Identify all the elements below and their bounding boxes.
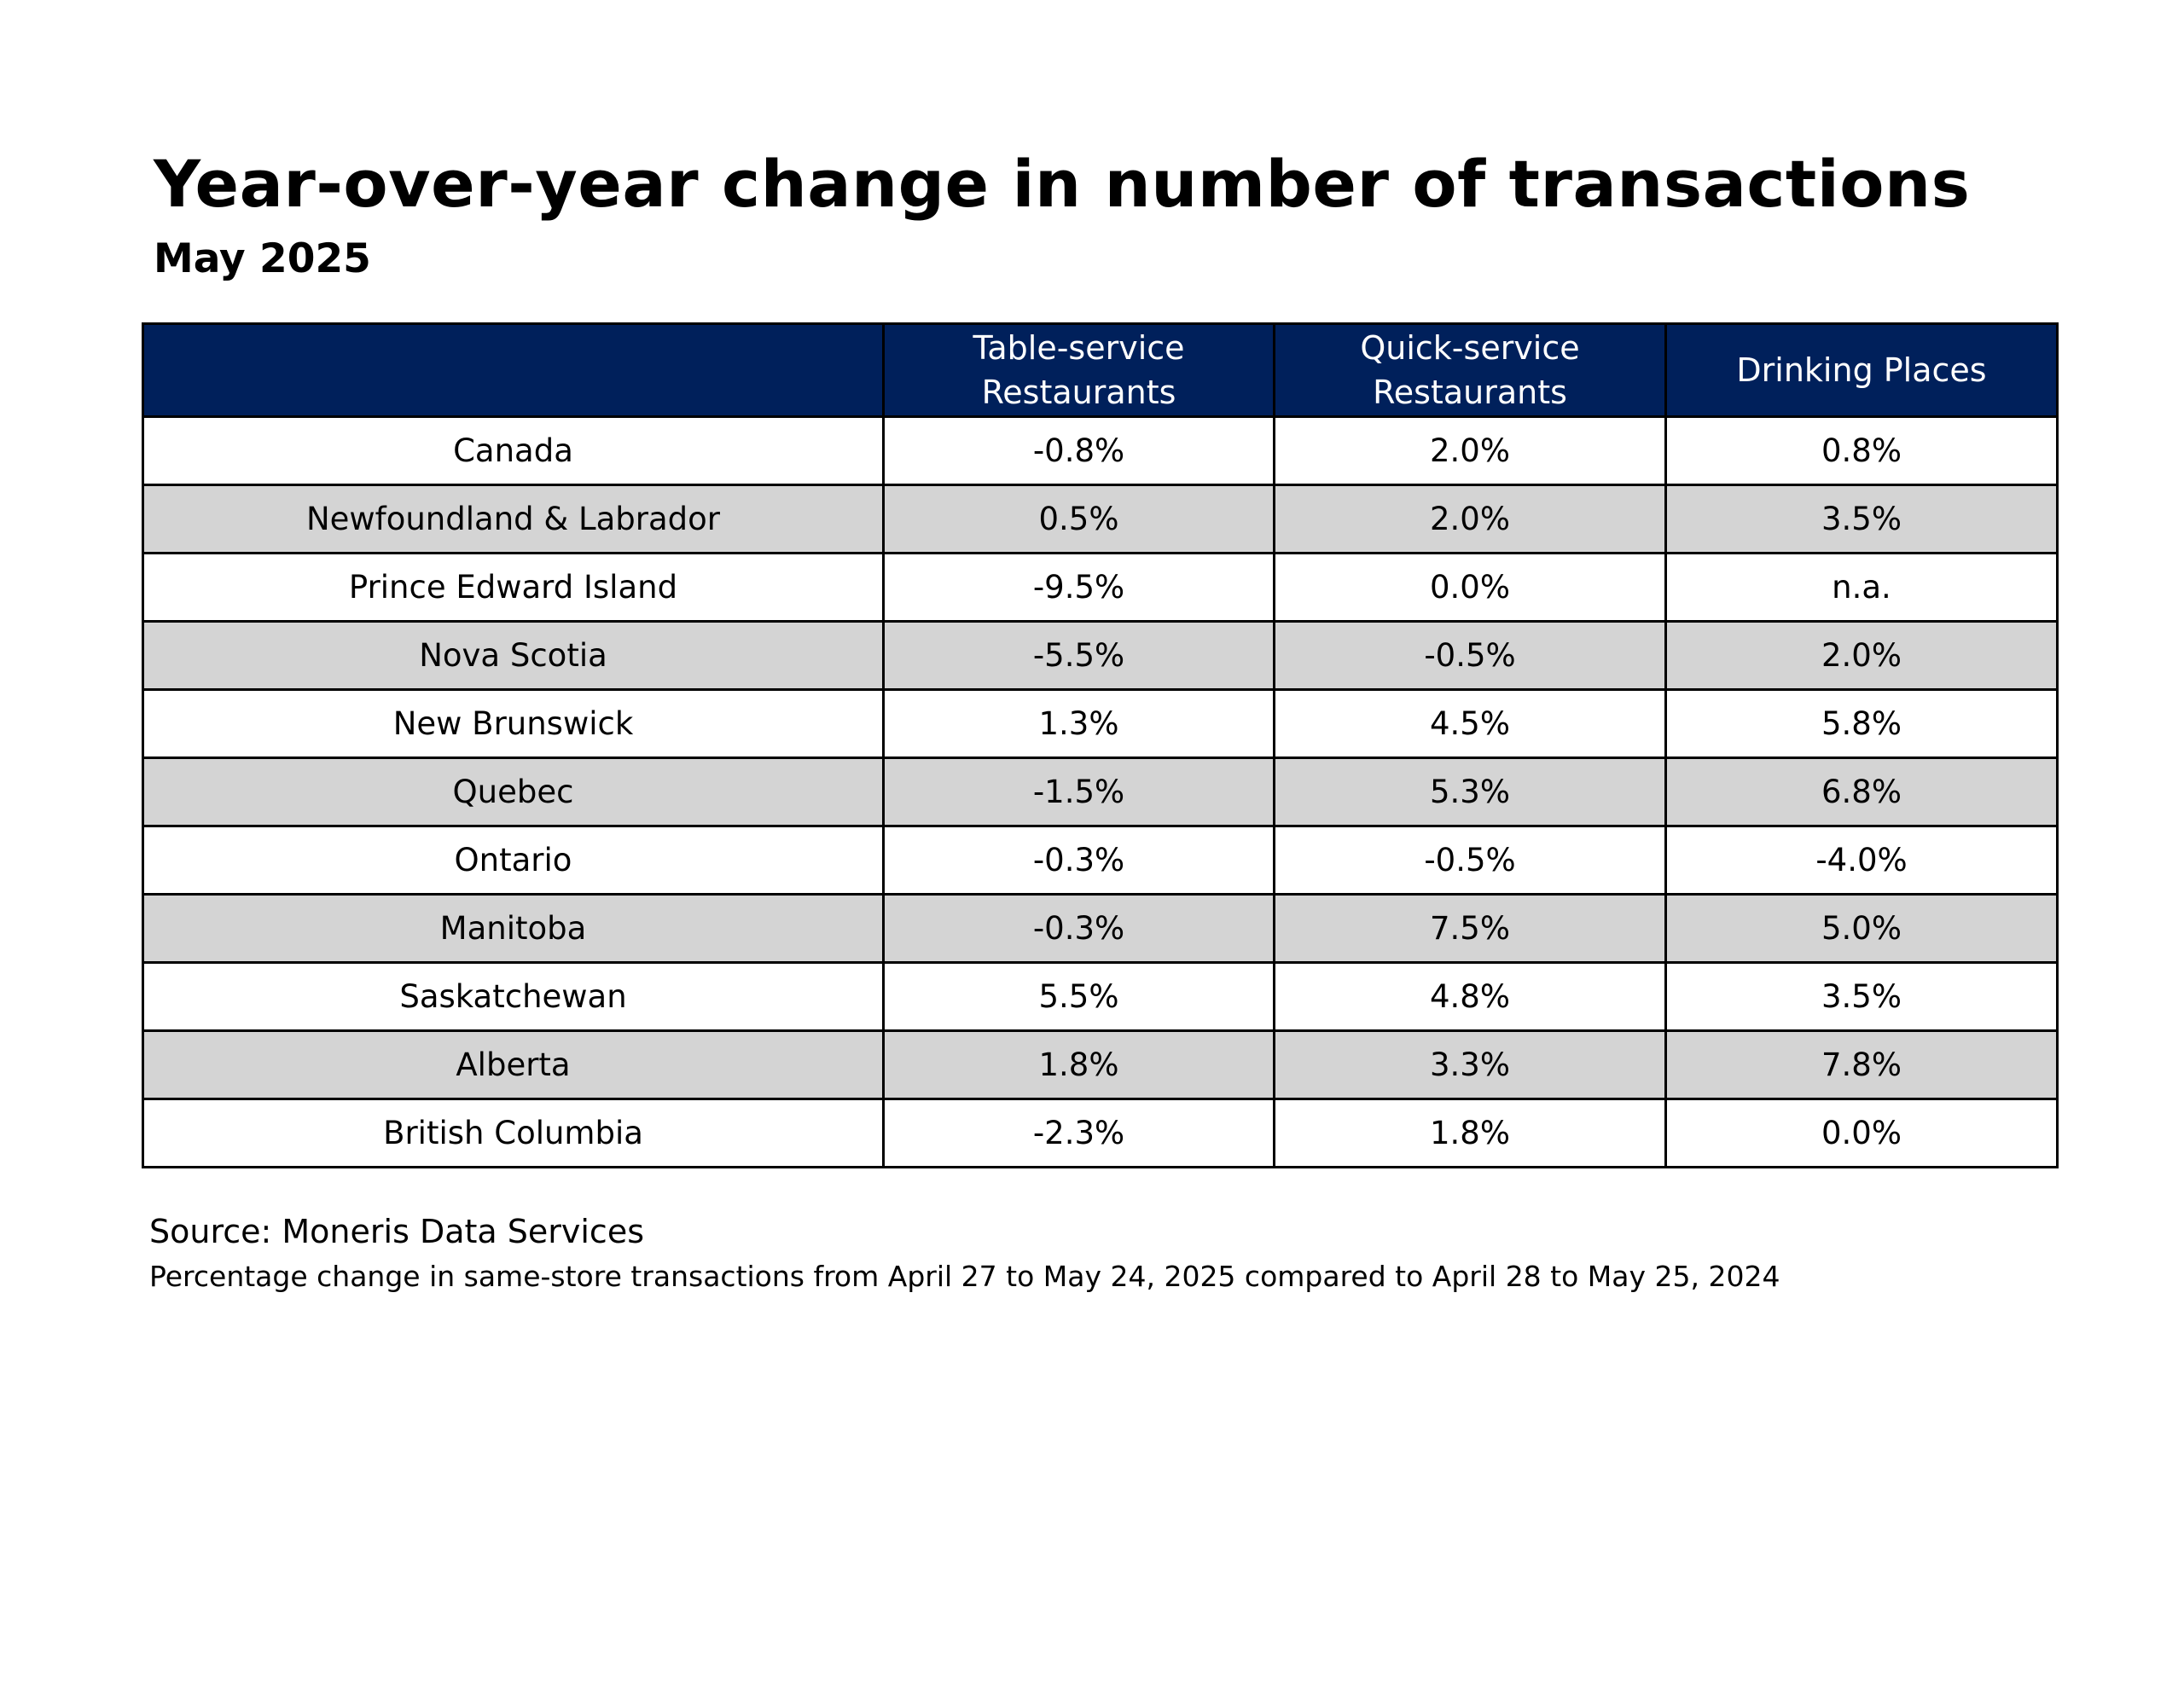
value-cell-table-service: 0.5% — [882, 484, 1275, 554]
region-cell: Alberta — [142, 1029, 885, 1100]
table-row: Nova Scotia -5.5% -0.5% 2.0% — [142, 620, 2059, 691]
value-cell-drinking-places: 2.0% — [1664, 620, 2059, 691]
value-cell-table-service: -0.8% — [882, 415, 1275, 486]
value-cell-drinking-places: 6.8% — [1664, 757, 2059, 827]
value-cell-table-service: -2.3% — [882, 1098, 1275, 1168]
value-cell-table-service: -1.5% — [882, 757, 1275, 827]
table-row: New Brunswick 1.3% 4.5% 5.8% — [142, 688, 2059, 759]
region-cell: Nova Scotia — [142, 620, 885, 691]
header-line: Drinking Places — [1736, 351, 1987, 389]
region-cell: Canada — [142, 415, 885, 486]
header-cell-table-service: Table-service Restaurants — [882, 322, 1275, 418]
value-cell-quick-service: 4.8% — [1273, 961, 1667, 1032]
table-row: Manitoba -0.3% 7.5% 5.0% — [142, 893, 2059, 964]
value-cell-quick-service: 4.5% — [1273, 688, 1667, 759]
header-line: Table-service — [973, 329, 1185, 367]
value-cell-quick-service: 5.3% — [1273, 757, 1667, 827]
value-cell-quick-service: 0.0% — [1273, 552, 1667, 623]
table-row: Saskatchewan 5.5% 4.8% 3.5% — [142, 961, 2059, 1032]
header-cell-quick-service: Quick-service Restaurants — [1273, 322, 1667, 418]
value-cell-table-service: 1.3% — [882, 688, 1275, 759]
value-cell-quick-service: 2.0% — [1273, 415, 1667, 486]
header-line: Restaurants — [981, 374, 1176, 411]
value-cell-drinking-places: -4.0% — [1664, 825, 2059, 896]
table-row: Canada -0.8% 2.0% 0.8% — [142, 415, 2059, 486]
value-cell-quick-service: -0.5% — [1273, 620, 1667, 691]
value-cell-drinking-places: 0.0% — [1664, 1098, 2059, 1168]
table-row: Prince Edward Island -9.5% 0.0% n.a. — [142, 552, 2059, 623]
value-cell-quick-service: 3.3% — [1273, 1029, 1667, 1100]
region-cell: Prince Edward Island — [142, 552, 885, 623]
value-cell-quick-service: -0.5% — [1273, 825, 1667, 896]
value-cell-table-service: -0.3% — [882, 825, 1275, 896]
value-cell-table-service: 1.8% — [882, 1029, 1275, 1100]
region-cell: Quebec — [142, 757, 885, 827]
value-cell-quick-service: 7.5% — [1273, 893, 1667, 964]
chart-title: Year-over-year change in number of trans… — [154, 146, 1971, 222]
value-cell-table-service: 5.5% — [882, 961, 1275, 1032]
value-cell-table-service: -0.3% — [882, 893, 1275, 964]
value-cell-quick-service: 1.8% — [1273, 1098, 1667, 1168]
chart-subtitle: May 2025 — [154, 235, 371, 282]
value-cell-drinking-places: n.a. — [1664, 552, 2059, 623]
value-cell-drinking-places: 3.5% — [1664, 484, 2059, 554]
footnote-text: Percentage change in same-store transact… — [149, 1260, 1780, 1293]
value-cell-drinking-places: 7.8% — [1664, 1029, 2059, 1100]
value-cell-quick-service: 2.0% — [1273, 484, 1667, 554]
source-text: Source: Moneris Data Services — [149, 1213, 645, 1250]
table-row: Ontario -0.3% -0.5% -4.0% — [142, 825, 2059, 896]
data-table: Table-service Restaurants Quick-service … — [142, 322, 2059, 1168]
region-cell: British Columbia — [142, 1098, 885, 1168]
table-row: Newfoundland & Labrador 0.5% 2.0% 3.5% — [142, 484, 2059, 554]
region-cell: Ontario — [142, 825, 885, 896]
region-cell: New Brunswick — [142, 688, 885, 759]
value-cell-drinking-places: 5.8% — [1664, 688, 2059, 759]
header-row: Table-service Restaurants Quick-service … — [142, 322, 2059, 418]
value-cell-drinking-places: 3.5% — [1664, 961, 2059, 1032]
header-line: Restaurants — [1373, 374, 1567, 411]
table-row: Alberta 1.8% 3.3% 7.8% — [142, 1029, 2059, 1100]
table-row: British Columbia -2.3% 1.8% 0.0% — [142, 1098, 2059, 1168]
table-body: Canada -0.8% 2.0% 0.8% Newfoundland & Labrad… — [142, 415, 2059, 1168]
region-cell: Saskatchewan — [142, 961, 885, 1032]
region-cell: Newfoundland & Labrador — [142, 484, 885, 554]
value-cell-drinking-places: 0.8% — [1664, 415, 2059, 486]
header-line: Quick-service — [1360, 329, 1580, 367]
value-cell-table-service: -9.5% — [882, 552, 1275, 623]
header-cell-drinking-places: Drinking Places — [1664, 322, 2059, 418]
value-cell-drinking-places: 5.0% — [1664, 893, 2059, 964]
header-cell-region — [142, 322, 885, 418]
region-cell: Manitoba — [142, 893, 885, 964]
value-cell-table-service: -5.5% — [882, 620, 1275, 691]
table-row: Quebec -1.5% 5.3% 6.8% — [142, 757, 2059, 827]
